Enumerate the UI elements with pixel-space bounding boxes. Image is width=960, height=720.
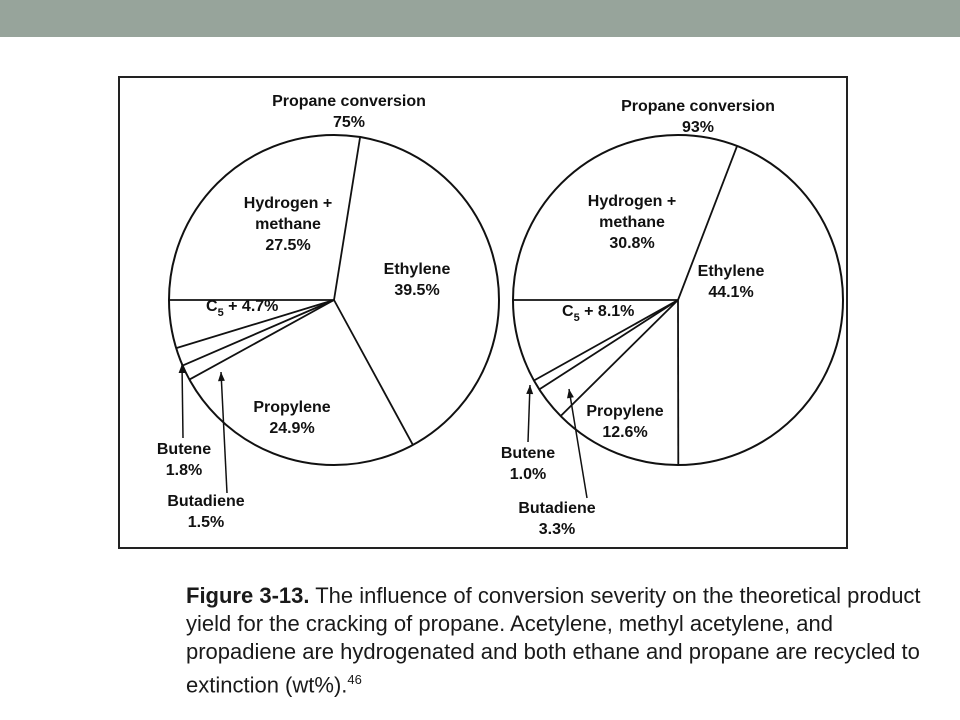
figure-caption: Figure 3-13. The influence of conversion… <box>186 582 938 699</box>
left-pie-ethylene-boundary <box>333 136 361 301</box>
left-pie-butadiene-arrow <box>220 371 228 494</box>
right-pie-butadiene-arrow-head <box>567 389 574 399</box>
right-pie-ethylene-label: 44.1% <box>708 284 753 301</box>
right-pie-propylene-label: Propylene <box>586 403 663 420</box>
left-pie-title: Propane conversion <box>272 93 426 110</box>
pie-charts: Propane conversion 75% Ethylene 39.5% Propyl… <box>157 93 844 538</box>
left-pie-butene-label: Butene <box>157 441 211 458</box>
left-pie-butene-arrow-head <box>178 364 186 373</box>
left-pie-butadiene-boundary <box>188 299 335 381</box>
left-pie-title: 75% <box>333 114 365 131</box>
right-pie-butene-arrow <box>527 384 531 443</box>
left-pie-butene-arrow <box>181 363 184 439</box>
right-pie-c5-boundary <box>533 299 679 382</box>
left-pie-ethylene-label: Ethylene <box>384 261 451 278</box>
header-bar <box>0 0 960 37</box>
left-pie-hydrogen-methane-label: 27.5% <box>265 237 310 254</box>
right-pie-ethylene-boundary <box>677 145 738 301</box>
right-pie-title: 93% <box>682 119 714 136</box>
right-pie-butadiene-boundary <box>560 299 679 417</box>
left-pie-propylene-label: Propylene <box>253 399 330 416</box>
left-pie-butadiene-label: 1.5% <box>188 514 224 531</box>
figure-frame: Propane conversion 75% Ethylene 39.5% Propyl… <box>118 76 848 549</box>
left-pie-c5-boundary <box>175 299 335 349</box>
right-pie-butene-label: Butene <box>501 445 555 462</box>
right-pie-ethylene-label: Ethylene <box>698 263 765 280</box>
left-pie-c5-label: C5 + 4.7% <box>206 298 278 319</box>
caption-text: The influence of conversion severity on … <box>186 583 921 698</box>
caption-label: Figure 3-13. <box>186 583 310 608</box>
left-pie-butadiene-arrow-head <box>218 372 225 382</box>
right-pie-butadiene-arrow <box>568 388 588 499</box>
left-pie-butene-label: 1.8% <box>166 462 202 479</box>
left-pie-propylene-label: 24.9% <box>269 420 314 437</box>
right-pie-butadiene-label: Butadiene <box>518 500 595 517</box>
left-pie-hydrogen-methane-label: Hydrogen + <box>244 195 332 212</box>
right-pie-butene-boundary <box>538 299 679 391</box>
left-pie-hydrogen-methane-label: methane <box>255 216 321 233</box>
left-pie-butadiene-label: Butadiene <box>167 493 244 510</box>
right-pie-butadiene-label: 3.3% <box>539 521 575 538</box>
right-pie-c5-label: C5 + 8.1% <box>562 303 634 324</box>
right-pie-title: Propane conversion <box>621 98 775 115</box>
right-pie-hydrogen-methane-label: methane <box>599 214 665 231</box>
right-pie-hydrogen-methane-label: 30.8% <box>609 235 654 252</box>
right-pie-propylene-label: 12.6% <box>602 424 647 441</box>
right-pie-butene-arrow-head <box>526 385 534 395</box>
left-pie-butene-boundary <box>182 299 335 367</box>
caption-reference: 46 <box>347 672 362 687</box>
left-pie-ethylene-label: 39.5% <box>394 282 439 299</box>
right-pie-butene-label: 1.0% <box>510 466 546 483</box>
right-pie-hydrogen-methane-label: Hydrogen + <box>588 193 676 210</box>
left-pie-propylene-boundary <box>333 299 414 446</box>
